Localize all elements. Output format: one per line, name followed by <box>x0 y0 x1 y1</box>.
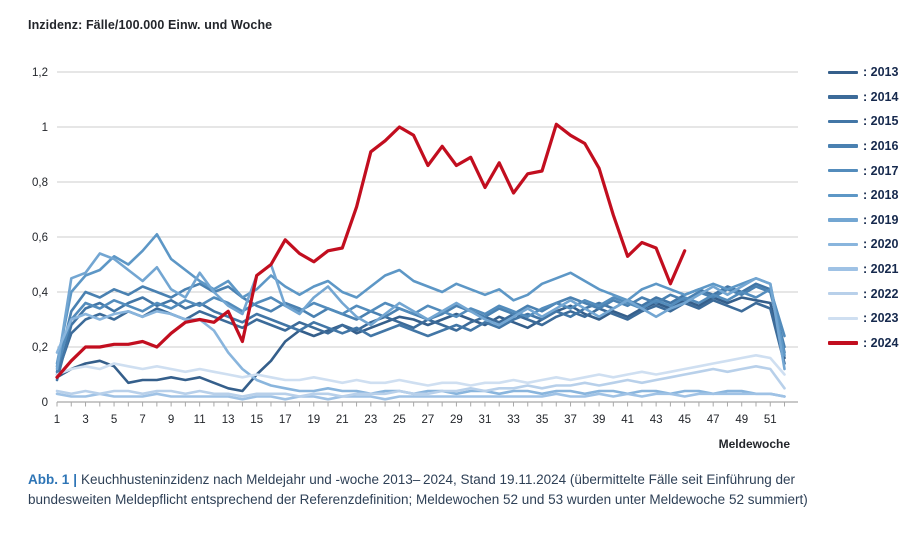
legend-item-2022: : 2022 <box>828 281 898 306</box>
series-line-2022 <box>55 364 786 398</box>
legend-item-2020: : 2020 <box>828 232 898 257</box>
legend-item-2014: : 2014 <box>828 85 898 110</box>
legend-swatch-2022 <box>828 291 858 296</box>
x-tick-label: 29 <box>450 414 463 426</box>
x-tick-label: 13 <box>222 414 235 426</box>
x-tick-label: 49 <box>735 414 748 426</box>
x-axis-title: Meldewoche <box>718 437 790 451</box>
x-tick-label: 9 <box>168 414 174 426</box>
x-tick-label: 45 <box>678 414 691 426</box>
legend-label-2019: : 2019 <box>863 212 899 227</box>
legend-label-2014: : 2014 <box>863 89 899 104</box>
x-tick-label: 33 <box>507 414 520 426</box>
x-tick-label: 27 <box>421 414 434 426</box>
x-tick-label: 47 <box>707 414 720 426</box>
x-tick-label: 41 <box>621 414 634 426</box>
incidence-line-chart: 00,20,40,60,811,21 3 5 7 9 11 13 15 17 19 21 23 25 27… <box>32 67 798 426</box>
legend-label-2013: : 2013 <box>863 65 899 80</box>
legend-item-2019: : 2019 <box>828 208 898 233</box>
x-tick-label: 25 <box>393 414 406 426</box>
x-tick-label: 15 <box>250 414 263 426</box>
legend-label-2021: : 2021 <box>863 262 899 277</box>
x-tick-label: 51 <box>764 414 777 426</box>
legend-item-2016: : 2016 <box>828 134 898 159</box>
x-tick-label: 39 <box>593 414 606 426</box>
legend-item-2018: : 2018 <box>828 183 898 208</box>
chart-title: Inzidenz: Fälle/100.000 Einw. und Woche <box>28 18 273 32</box>
legend-swatch-2015 <box>828 119 858 124</box>
x-tick-label: 21 <box>336 414 349 426</box>
series-line-2019 <box>55 252 786 371</box>
legend-item-2015: : 2015 <box>828 109 898 134</box>
legend-swatch-2018 <box>828 193 858 197</box>
legend-swatch-2016 <box>828 144 858 148</box>
series-line-2018 <box>55 233 786 365</box>
legend-swatch-2017 <box>828 168 858 173</box>
legend-label-2023: : 2023 <box>863 311 899 326</box>
legend-swatch-2020 <box>828 242 858 247</box>
legend-item-2024: : 2024 <box>828 331 898 356</box>
legend-label-2024: : 2024 <box>863 335 899 350</box>
series-line-2023 <box>55 353 786 387</box>
x-tick-label: 19 <box>307 414 320 426</box>
legend-label-2017: : 2017 <box>863 163 899 178</box>
legend-swatch-2019 <box>828 218 858 222</box>
series-line-2017 <box>55 287 786 368</box>
legend-swatch-2013 <box>828 70 858 74</box>
x-tick-label: 7 <box>139 414 145 426</box>
series-line-2021 <box>55 392 786 401</box>
legend-label-2016: : 2016 <box>863 139 899 154</box>
x-tick-label: 37 <box>564 414 577 426</box>
legend-label-2020: : 2020 <box>863 237 899 252</box>
legend-swatch-2024 <box>828 341 858 345</box>
legend-item-2017: : 2017 <box>828 158 898 183</box>
caption-text: Keuchhusteninzidenz nach Meldejahr und -… <box>28 472 808 508</box>
legend-item-2023: : 2023 <box>828 306 898 331</box>
y-tick-label: 0,2 <box>32 342 48 354</box>
y-tick-label: 0,4 <box>32 287 49 299</box>
x-tick-label: 35 <box>536 414 549 426</box>
series-line-2020 <box>55 309 786 398</box>
legend-swatch-2021 <box>828 267 858 271</box>
x-tick-label: 1 <box>54 414 60 426</box>
legend-label-2022: : 2022 <box>863 286 899 301</box>
y-tick-label: 1,2 <box>32 67 48 79</box>
legend-item-2021: : 2021 <box>828 257 898 282</box>
y-tick-label: 1 <box>42 122 48 134</box>
series-line-2016 <box>55 282 786 374</box>
legend-swatch-2023 <box>828 316 858 320</box>
legend-swatch-2014 <box>828 95 858 99</box>
caption-separator: | <box>73 472 78 487</box>
figure-caption: Abb. 1 | Keuchhusteninzidenz nach Meldejah… <box>28 470 878 511</box>
chart-legend: : 2013 : 2014 : 2015 : 2016 : 2017 : 2018 : 20… <box>828 60 898 355</box>
legend-item-2013: : 2013 <box>828 60 898 85</box>
x-tick-label: 17 <box>279 414 292 426</box>
legend-label-2018: : 2018 <box>863 188 899 203</box>
x-tick-label: 11 <box>194 414 206 426</box>
y-tick-label: 0 <box>42 397 48 409</box>
x-tick-label: 23 <box>364 414 377 426</box>
x-tick-label: 5 <box>111 414 117 426</box>
legend-label-2015: : 2015 <box>863 114 899 129</box>
x-tick-label: 31 <box>479 414 492 426</box>
x-tick-label: 3 <box>82 414 88 426</box>
series-line-2024 <box>55 122 687 379</box>
figure-number-label: Abb. 1 <box>28 472 70 487</box>
y-tick-label: 0,8 <box>32 177 48 189</box>
x-tick-label: 43 <box>650 414 663 426</box>
y-tick-label: 0,6 <box>32 232 48 244</box>
series-line-2015 <box>55 282 786 382</box>
